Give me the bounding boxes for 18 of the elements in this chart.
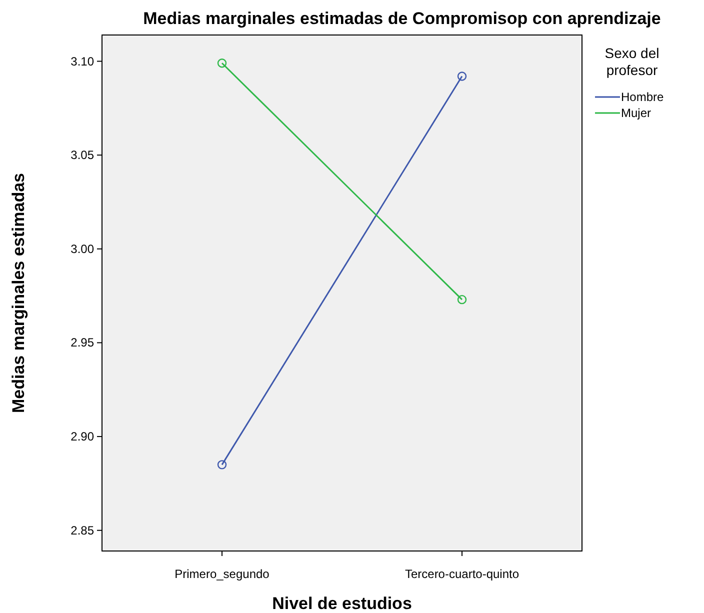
point <box>457 72 467 81</box>
y-tick-label: 3.10 <box>70 54 94 68</box>
chart-title: Medias marginales estimadas de Compromisop con aprendizaje <box>143 9 661 28</box>
legend-title: Sexo del profesor <box>604 45 660 78</box>
y-axis-title: Medias marginales estimadas <box>9 172 28 414</box>
point <box>217 460 227 470</box>
legend-label: Mujer <box>621 106 652 120</box>
x-tick-label: Primero_segundo <box>174 567 270 581</box>
legend-label: Hombre <box>621 90 664 104</box>
y-tick-label: 2.85 <box>70 523 94 538</box>
y-tick-label: 3.00 <box>70 242 94 256</box>
y-tick-label: 3.05 <box>70 148 94 162</box>
y-tick-label: 2.95 <box>70 336 94 350</box>
point <box>217 58 227 68</box>
x-tick-label: Tercero-cuarto-quinto <box>404 567 520 581</box>
x-axis-title: Nivel de estudios <box>272 594 412 613</box>
y-tick-label: 2.90 <box>70 430 94 444</box>
point <box>457 294 467 304</box>
